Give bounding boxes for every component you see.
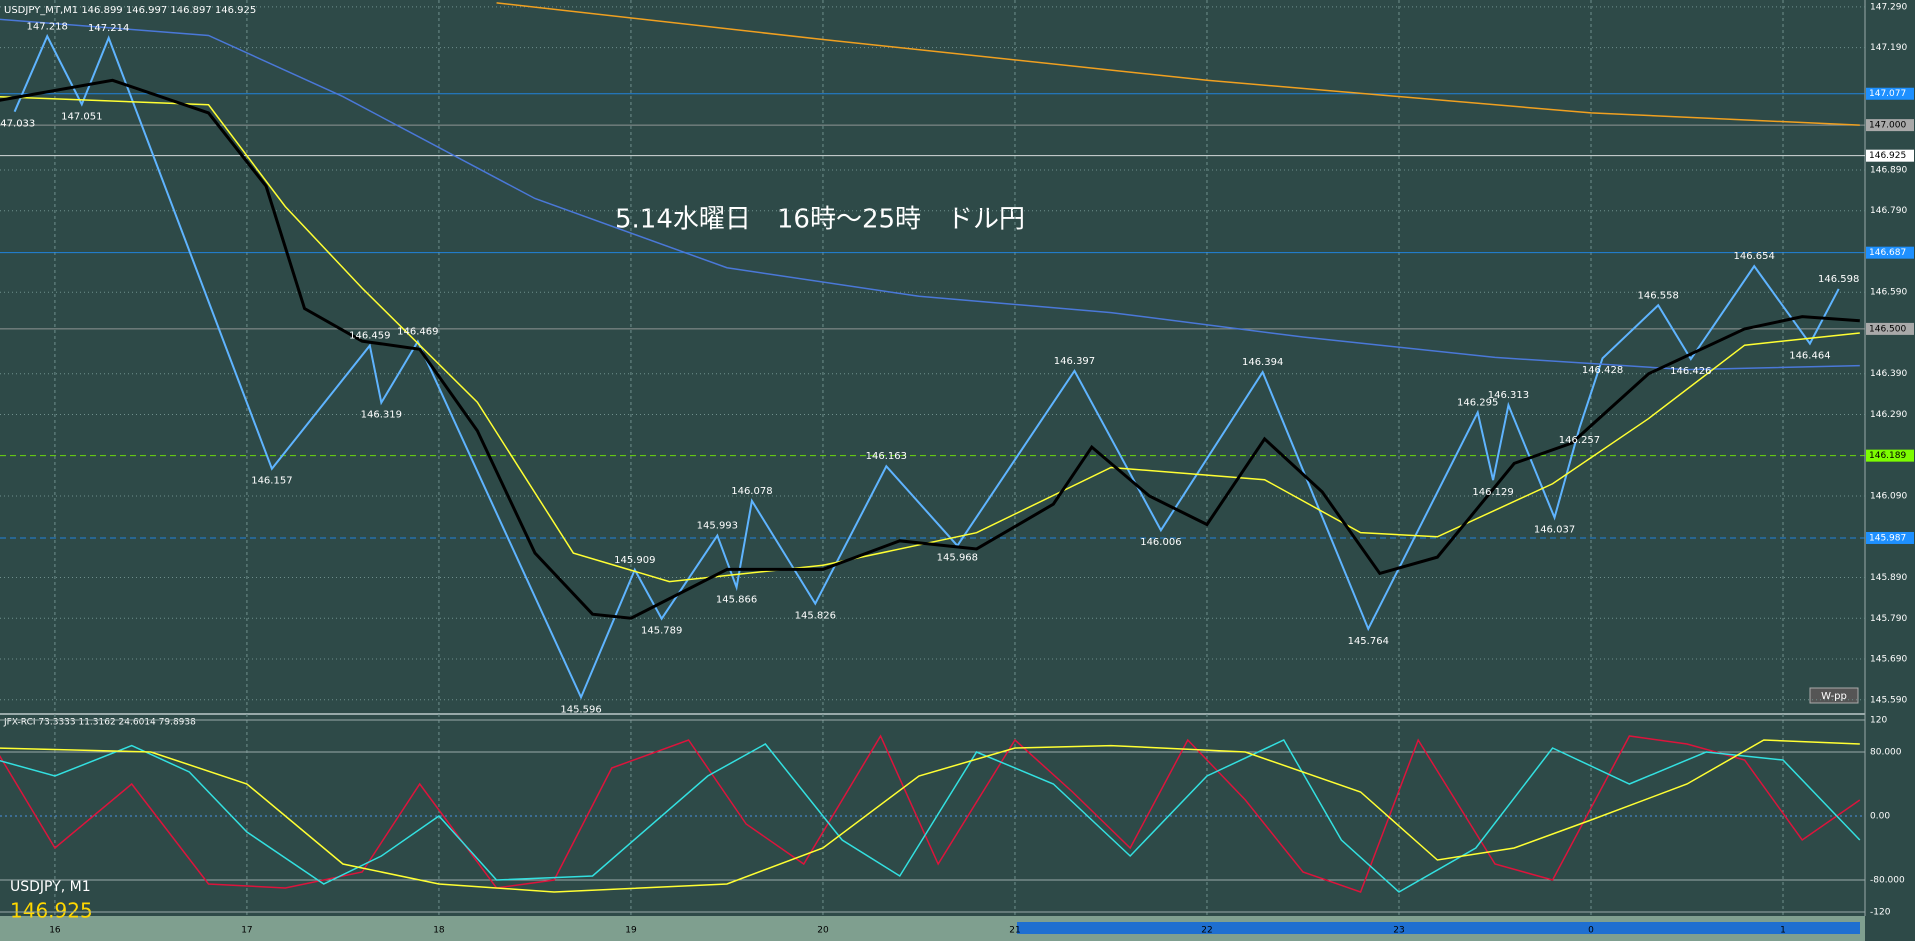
y-tick-label: 146.590 xyxy=(1870,288,1907,298)
swing-label: 146.654 xyxy=(1734,251,1775,262)
swing-label: 146.037 xyxy=(1534,525,1575,536)
swing-label: 145.596 xyxy=(560,704,601,715)
swing-label: 146.426 xyxy=(1670,366,1711,377)
level-badge xyxy=(1866,87,1914,100)
y-tick-label: 145.790 xyxy=(1870,614,1907,624)
swing-label: 146.394 xyxy=(1242,357,1283,368)
swing-label: 145.909 xyxy=(614,555,655,566)
series-line xyxy=(0,739,1860,893)
x-tick-label: 23 xyxy=(1393,926,1404,936)
swing-label: 145.826 xyxy=(795,611,836,622)
level-badge xyxy=(1866,119,1914,132)
y-tick-label: 146.390 xyxy=(1870,369,1907,379)
y-tick-label: 80.000 xyxy=(1870,748,1902,758)
swing-label: 145.789 xyxy=(641,626,682,637)
x-tick-label: 1 xyxy=(1780,926,1786,936)
level-badge xyxy=(1866,149,1914,162)
y-tick-label: 146.890 xyxy=(1870,165,1907,175)
y-tick-label: 145.590 xyxy=(1870,695,1907,705)
swing-label: 146.598 xyxy=(1818,274,1859,285)
swing-label: 146.163 xyxy=(866,451,907,462)
swing-label: 146.319 xyxy=(361,410,402,421)
swing-label: 147.214 xyxy=(88,23,129,34)
y-tick-label: -80.000 xyxy=(1870,876,1905,886)
swing-label: 147.218 xyxy=(27,21,68,32)
y-tick-label: 145.890 xyxy=(1870,573,1907,583)
y-tick-label: -120 xyxy=(1870,908,1891,918)
level-label: 147.077 xyxy=(1869,89,1906,99)
swing-label: 145.968 xyxy=(937,553,978,564)
swing-label: 147.033 xyxy=(0,119,35,130)
swing-label: 145.866 xyxy=(716,594,757,605)
swing-label: 145.993 xyxy=(697,521,738,532)
x-tick-label: 16 xyxy=(49,926,61,936)
swing-label: 146.157 xyxy=(251,476,292,487)
symbol-label: USDJPY, M1 xyxy=(10,879,91,895)
header: USDJPY_MT,M1 146.899 146.997 146.897 146… xyxy=(4,5,256,16)
swing-label: 146.464 xyxy=(1789,351,1830,362)
swing-label: 146.459 xyxy=(349,331,390,342)
swing-label: 146.257 xyxy=(1559,435,1600,446)
time-highlight xyxy=(1017,922,1860,934)
price-label: 146.925 xyxy=(10,899,93,923)
level-label: 146.189 xyxy=(1869,451,1906,461)
level-badge xyxy=(1866,246,1914,259)
swing-label: 146.428 xyxy=(1582,365,1623,376)
level-label: 146.500 xyxy=(1869,324,1906,334)
series-line xyxy=(0,734,1861,893)
x-tick-label: 18 xyxy=(433,926,445,936)
level-badge xyxy=(1866,531,1914,544)
button-label[interactable]: W-pp xyxy=(1821,691,1847,702)
x-tick-label: 20 xyxy=(817,926,829,936)
swing-label: 146.129 xyxy=(1472,487,1513,498)
series-line xyxy=(0,78,1860,620)
x-tick-label: 19 xyxy=(625,926,637,936)
y-tick-label: 147.190 xyxy=(1870,43,1907,53)
y-tick-label: 120 xyxy=(1870,716,1887,726)
swing-label: 146.078 xyxy=(731,486,772,497)
swing-label: 146.295 xyxy=(1457,397,1498,408)
price-line xyxy=(13,33,1840,700)
x-tick-label: 0 xyxy=(1588,926,1594,936)
swing-label: 146.313 xyxy=(1488,390,1529,401)
level-label: 147.000 xyxy=(1869,121,1906,131)
level-badge xyxy=(1866,322,1914,335)
level-label: 145.987 xyxy=(1869,533,1906,543)
level-label: 146.687 xyxy=(1869,248,1906,258)
x-tick-label: 22 xyxy=(1201,926,1212,936)
x-tick-label: 21 xyxy=(1009,926,1020,936)
y-tick-label: 146.090 xyxy=(1870,491,1907,501)
series-line xyxy=(0,95,1860,583)
series-line xyxy=(496,2,1860,126)
series-line xyxy=(0,739,1861,893)
swing-label: 146.469 xyxy=(397,327,438,338)
x-tick-label: 17 xyxy=(241,926,252,936)
level-badge xyxy=(1866,449,1914,462)
y-tick-label: 147.290 xyxy=(1870,2,1907,12)
series-line xyxy=(0,18,1860,371)
y-tick-label: 145.690 xyxy=(1870,655,1907,665)
y-tick-label: 0.00 xyxy=(1870,812,1890,822)
swing-label: 147.051 xyxy=(61,111,102,122)
level-label: 146.925 xyxy=(1869,151,1906,161)
title: 5.14水曜日 16時～25時 ドル円 xyxy=(615,205,1025,235)
swing-label: 145.764 xyxy=(1348,636,1389,647)
price-axis xyxy=(1865,0,1915,941)
swing-label: 146.006 xyxy=(1140,537,1181,548)
swing-label: 146.558 xyxy=(1638,290,1679,301)
y-tick-label: 146.790 xyxy=(1870,206,1907,216)
button[interactable] xyxy=(1809,687,1859,704)
rci-header: JFX-RCI 73.3333 11.3162 24.6014 79.8938 xyxy=(3,718,196,728)
y-tick-label: 146.290 xyxy=(1870,410,1907,420)
swing-label: 146.397 xyxy=(1054,356,1095,367)
